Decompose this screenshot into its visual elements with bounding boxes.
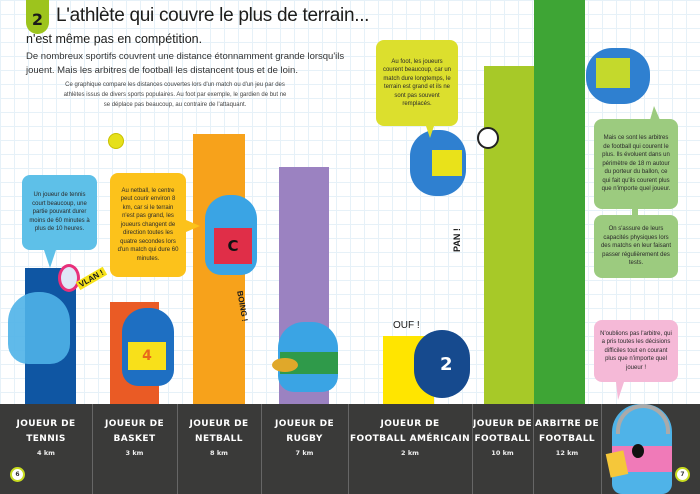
category-rugby: JOUEUR DE RUGBY 7 km — [261, 404, 348, 494]
category-label: JOUEUR DE RUGBY — [274, 419, 335, 444]
bubble-arbitre-tail — [616, 382, 624, 400]
bubble-football-text: Au foot, les joueurs courent beaucoup, c… — [382, 58, 452, 108]
rugby-ball-icon — [272, 358, 298, 372]
bubble-tennis: Un joueur de tennis court beaucoup, une … — [22, 175, 97, 250]
category-value: 3 km — [125, 449, 144, 457]
category-basket: JOUEUR DE BASKET 3 km — [92, 404, 177, 494]
column-divider — [177, 404, 178, 494]
bubble-tennis-text: Un joueur de tennis court beaucoup, une … — [29, 192, 90, 233]
category-netball: JOUEUR DE NETBALL 8 km — [177, 404, 261, 494]
category-label: JOUEUR DE TENNIS — [16, 419, 76, 444]
bubble-referee-1-text: Mais ce sont les arbitres de football qu… — [601, 135, 671, 193]
bar-arbitre — [534, 0, 585, 404]
category-value: 4 km — [37, 449, 55, 457]
category-arbitre: ARBITRE DE FOOTBALL 12 km — [533, 404, 601, 494]
sfx-vlan: VLAN ! — [75, 266, 107, 291]
netball-jersey: C — [214, 228, 252, 264]
bubble-arbitre: N'oublions pas l'arbitre, qui a pris tou… — [594, 320, 678, 382]
american-football-number: 2 — [440, 354, 453, 375]
category-label: JOUEUR DE FOOTBALL AMÉRICAIN — [349, 419, 471, 444]
bubble-netball-tail — [186, 220, 200, 232]
category-value: 7 km — [295, 449, 314, 457]
page-number-left: 6 — [10, 467, 25, 482]
football-jersey — [432, 150, 462, 176]
bubble-netball: Au netball, le centre peut courir enviro… — [110, 173, 186, 277]
category-value: 2 km — [401, 449, 419, 457]
chart-note: Ce graphique compare les distances couve… — [63, 82, 287, 108]
category-value: 12 km — [555, 449, 579, 457]
sfx-pan: PAN ! — [452, 228, 462, 252]
bubble-connector — [632, 209, 638, 217]
section-number-badge: 2 — [26, 0, 49, 34]
tennis-ball-icon — [108, 133, 124, 149]
bubble-referee-2-text: On s'assure de leurs capacités physiques… — [600, 226, 672, 267]
tennis-player-illustration — [8, 292, 70, 364]
referee-jersey — [596, 58, 630, 88]
column-divider — [601, 404, 602, 494]
column-divider — [92, 404, 93, 494]
category-label: JOUEUR DE NETBALL — [189, 419, 249, 444]
bubble-football: Au foot, les joueurs courent beaucoup, c… — [376, 40, 458, 126]
column-divider — [261, 404, 262, 494]
bubble-referee-1: Mais ce sont les arbitres de football qu… — [594, 119, 678, 209]
column-divider — [348, 404, 349, 494]
category-tennis: JOUEUR DE TENNIS 4 km — [0, 404, 92, 494]
category-label: JOUEUR DE FOOTBALL — [472, 419, 533, 444]
category-football: JOUEUR DE FOOTBALL 10 km — [472, 404, 533, 494]
category-band — [0, 404, 700, 494]
microphone-icon — [632, 444, 644, 458]
bubble-football-tail — [426, 126, 434, 138]
basket-jersey: 4 — [128, 342, 166, 370]
bubble-referee-2: On s'assure de leurs capacités physiques… — [594, 215, 678, 278]
sfx-ouf: OUF ! — [393, 320, 420, 331]
bubble-netball-text: Au netball, le centre peut courir enviro… — [117, 187, 179, 262]
category-value: 8 km — [210, 449, 228, 457]
category-label: JOUEUR DE BASKET — [104, 419, 165, 444]
category-value: 10 km — [491, 449, 514, 457]
bubble-arbitre-text: N'oublions pas l'arbitre, qui a pris tou… — [600, 330, 672, 371]
page-title: L'athlète qui couvre le plus de terrain.… — [56, 5, 370, 26]
category-football-americain: JOUEUR DE FOOTBALL AMÉRICAIN 2 km — [348, 404, 472, 494]
bar-football — [484, 66, 534, 404]
intro-paragraph: De nombreux sportifs couvrent une distan… — [26, 51, 345, 76]
soccer-ball-icon — [477, 127, 499, 149]
page-subtitle: n'est même pas en compétition. — [26, 32, 203, 46]
page-number-right: 7 — [675, 467, 690, 482]
bubble-tennis-tail — [44, 250, 56, 268]
category-label: ARBITRE DE FOOTBALL — [534, 419, 600, 444]
bubble-referee-1-tail — [650, 106, 660, 120]
column-divider — [472, 404, 473, 494]
column-divider — [533, 404, 534, 494]
tennis-racket-icon — [58, 264, 80, 292]
american-football-player-illustration — [414, 330, 470, 398]
